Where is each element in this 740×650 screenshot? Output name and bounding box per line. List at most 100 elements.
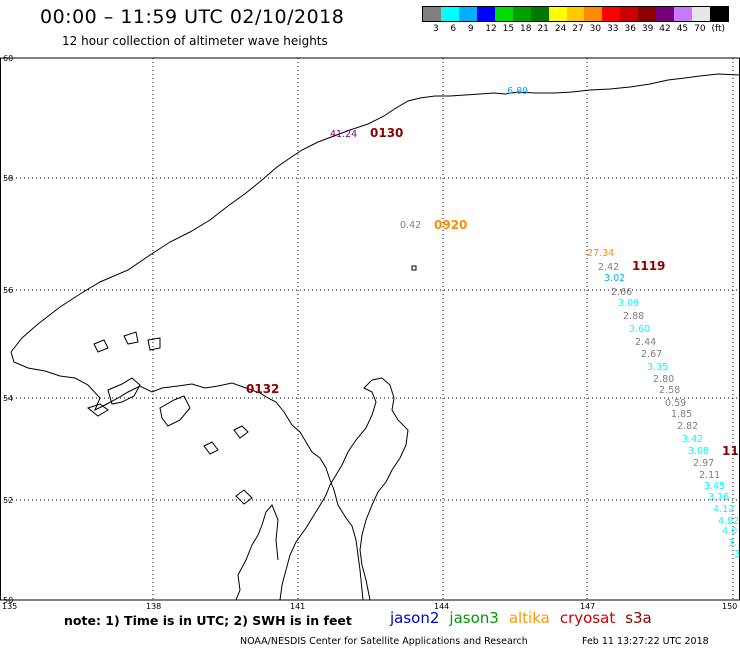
island-4 — [233, 425, 249, 439]
legend-tick-label: 15 — [502, 24, 515, 34]
island-9 — [147, 337, 161, 351]
legend-tick-label: 42 — [659, 24, 671, 34]
swh-label: 3.08 — [688, 446, 709, 457]
coastline-mainland — [235, 504, 279, 601]
generated-timestamp: Feb 11 13:27:22 UTC 2018 — [582, 636, 709, 647]
swh-label: 3.35 — [647, 362, 668, 373]
swh-label: 2.66 — [611, 287, 632, 298]
satellite-s3a: s3a — [625, 609, 652, 627]
legend-swatch — [423, 7, 441, 21]
swh-label: 2.67 — [641, 349, 662, 360]
satellite-legend: jason2 jason3 altika cryosat s3a — [390, 609, 652, 627]
swh-label: 3.42 — [682, 434, 703, 445]
swh-label: 3.60 — [629, 324, 650, 335]
swh-label: 27.34 — [587, 248, 614, 259]
legend-swatch — [530, 7, 549, 21]
swh-label: 3.16 — [708, 492, 729, 503]
legend-color-bar — [422, 6, 729, 22]
swh-label: 0.59 — [665, 398, 686, 409]
legend-swatch — [512, 7, 531, 21]
legend-tick-label: 18 — [520, 24, 532, 34]
lat-label: 58 — [3, 174, 13, 183]
island-3 — [86, 403, 109, 417]
satellite-jason3: jason3 — [449, 609, 499, 627]
legend-swatch — [692, 7, 710, 21]
swh-label: 2.80 — [653, 374, 674, 385]
coastline-main — [10, 73, 740, 353]
legend-swatch — [602, 7, 621, 21]
swh-label: 3 — [734, 549, 740, 560]
legend-tick-label: 33 — [607, 24, 619, 34]
swh-label: 2.44 — [635, 337, 656, 348]
legend-tick-label: 39 — [641, 24, 654, 34]
satellite-cryosat: cryosat — [559, 609, 616, 627]
legend-unit: (ft) — [711, 24, 726, 34]
pass-time-label: 11 — [722, 444, 739, 458]
legend-swatch — [710, 7, 728, 21]
footer-note: note: 1) Time is in UTC; 2) SWH is in fe… — [64, 613, 352, 628]
lon-label: 141 — [290, 602, 305, 611]
legend-tick-label: 21 — [537, 24, 549, 34]
swh-label: 3.45 — [704, 481, 725, 492]
color-legend: 3 6 9 12 15 18 21 24 27 30 33 36 39 42 45 70 (ft) — [422, 6, 729, 34]
swh-label: 2.11 — [699, 470, 720, 481]
legend-swatch — [584, 7, 603, 21]
legend-swatch — [458, 7, 477, 21]
swh-label: 4.0 — [722, 526, 737, 537]
swh-label: 0.42 — [400, 220, 421, 231]
coastline-south — [10, 351, 364, 601]
legend-swatch — [494, 7, 513, 21]
lat-label: 56 — [3, 286, 13, 295]
pass-time-label: 0132 — [246, 382, 279, 396]
coastline — [10, 73, 740, 601]
lat-label: 60 — [3, 54, 13, 63]
swh-label: 3.02 — [604, 273, 625, 284]
legend-swatch — [656, 7, 675, 21]
lat-label: 52 — [3, 496, 13, 505]
swh-label: 6.89 — [507, 86, 528, 97]
lat-label: 50 — [3, 596, 13, 605]
legend-tick-label: 12 — [485, 24, 497, 34]
pass-time-label: 0130 — [370, 126, 403, 140]
data-labels: 0130 0920 1119 0132 11 6.89 41.24 0.42 27.34 2.42… — [246, 86, 740, 560]
legend-swatch — [620, 7, 639, 21]
legend-tick-label: 3 — [433, 24, 439, 34]
legend-tick-label: 9 — [467, 24, 474, 34]
credit-text: NOAA/NESDIS Center for Satellite Applica… — [240, 636, 528, 647]
pass-time-label: 1119 — [632, 259, 665, 273]
swh-label: 2.97 — [693, 458, 714, 469]
swh-label: 2.42 — [598, 262, 619, 273]
island-2 — [159, 395, 191, 427]
legend-tick-label: 24 — [554, 24, 567, 34]
island-5 — [203, 441, 219, 455]
swh-label: 3. — [728, 538, 737, 549]
swh-label: 3.09 — [618, 298, 639, 309]
swh-label: 2.82 — [677, 421, 698, 432]
pass-time-label: 0920 — [434, 218, 467, 232]
island-7 — [93, 339, 109, 353]
swh-label: 4.82 — [718, 516, 739, 527]
lon-label: 138 — [146, 602, 161, 611]
satellite-altika: altika — [508, 609, 550, 627]
lon-label: 144 — [434, 602, 449, 611]
legend-tick-label: 70 — [694, 24, 706, 34]
satellite-jason2: jason2 — [390, 609, 440, 627]
legend-swatch — [674, 7, 693, 21]
legend-tick-label: 30 — [589, 24, 602, 34]
lon-label: 150 — [722, 602, 737, 611]
legend-tick-label: 45 — [676, 24, 689, 34]
island-10 — [411, 265, 417, 271]
legend-swatch — [440, 7, 459, 21]
swh-label: 2.58 — [659, 385, 680, 396]
swh-label: 2.88 — [623, 311, 644, 322]
swh-label: 4.12 — [713, 504, 734, 515]
page-subtitle: 12 hour collection of altimeter wave hei… — [62, 34, 328, 48]
legend-tick-label: 27 — [572, 24, 584, 34]
legend-tick-labels: 3 6 9 12 15 18 21 24 27 30 33 36 39 42 45 70 (ft) — [422, 24, 729, 34]
legend-tick-label: 6 — [450, 24, 457, 34]
lon-label: 135 — [2, 602, 17, 611]
island-8 — [123, 331, 139, 345]
legend-tick-label: 36 — [624, 24, 636, 34]
